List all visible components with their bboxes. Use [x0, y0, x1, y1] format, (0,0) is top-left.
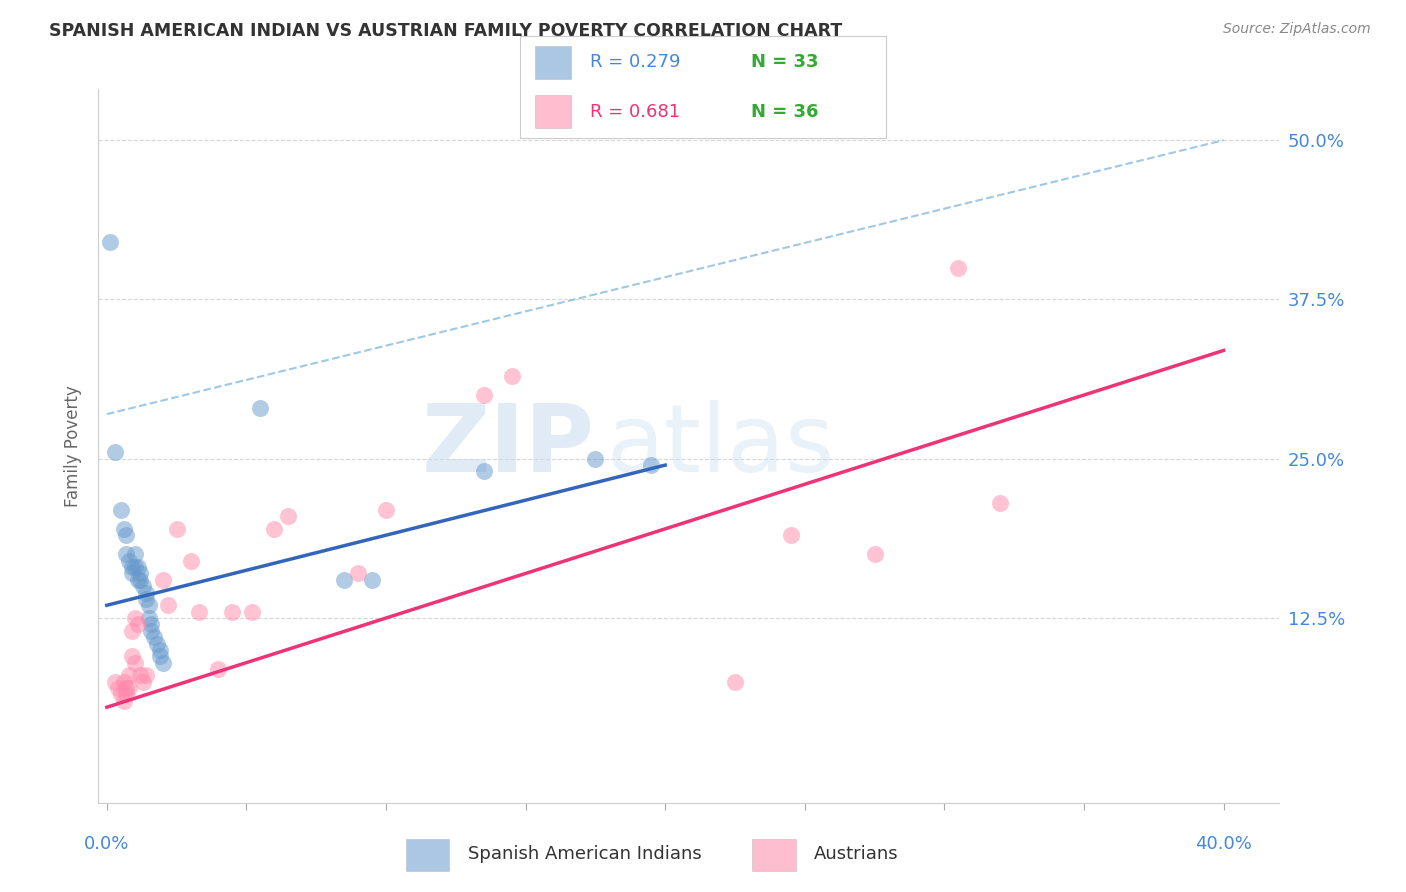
Point	[112, 674, 135, 689]
Point	[640, 458, 662, 472]
Point	[138, 611, 160, 625]
Point	[375, 502, 398, 516]
Point	[361, 573, 384, 587]
Point	[333, 573, 356, 587]
Point	[472, 388, 495, 402]
Point	[104, 674, 127, 689]
Point	[132, 674, 155, 689]
Point	[135, 668, 157, 682]
Point	[112, 694, 135, 708]
Text: atlas: atlas	[606, 400, 835, 492]
Point	[107, 681, 129, 695]
Point	[149, 643, 172, 657]
Point	[98, 235, 121, 249]
FancyBboxPatch shape	[406, 839, 450, 871]
Text: Austrians: Austrians	[814, 845, 898, 863]
Point	[121, 649, 143, 664]
FancyBboxPatch shape	[534, 46, 571, 78]
Point	[115, 688, 138, 702]
Point	[141, 617, 163, 632]
Point	[143, 630, 166, 644]
Point	[124, 547, 146, 561]
Text: SPANISH AMERICAN INDIAN VS AUSTRIAN FAMILY POVERTY CORRELATION CHART: SPANISH AMERICAN INDIAN VS AUSTRIAN FAMI…	[49, 22, 842, 40]
Point	[110, 502, 132, 516]
Text: R = 0.279: R = 0.279	[589, 54, 681, 71]
Point	[115, 528, 138, 542]
FancyBboxPatch shape	[534, 95, 571, 128]
Point	[121, 566, 143, 581]
Point	[129, 668, 152, 682]
Text: Source: ZipAtlas.com: Source: ZipAtlas.com	[1223, 22, 1371, 37]
Text: R = 0.681: R = 0.681	[589, 103, 681, 120]
Point	[115, 547, 138, 561]
Point	[249, 401, 271, 415]
Point	[347, 566, 370, 581]
Point	[118, 681, 141, 695]
Point	[724, 674, 747, 689]
Point	[135, 591, 157, 606]
Point	[124, 656, 146, 670]
Point	[152, 656, 174, 670]
Point	[472, 465, 495, 479]
Point	[948, 260, 970, 275]
Point	[132, 579, 155, 593]
Point	[863, 547, 886, 561]
Point	[110, 688, 132, 702]
Text: Spanish American Indians: Spanish American Indians	[468, 845, 702, 863]
Point	[127, 560, 149, 574]
Text: N = 33: N = 33	[751, 54, 818, 71]
Point	[779, 528, 801, 542]
Point	[121, 560, 143, 574]
Point	[988, 496, 1011, 510]
Point	[121, 624, 143, 638]
Point	[277, 509, 299, 524]
Point	[129, 573, 152, 587]
Point	[166, 522, 188, 536]
Point	[240, 605, 263, 619]
Point	[187, 605, 209, 619]
Point	[221, 605, 243, 619]
FancyBboxPatch shape	[752, 839, 796, 871]
Point	[141, 624, 163, 638]
Point	[124, 611, 146, 625]
Point	[207, 662, 229, 676]
Point	[129, 566, 152, 581]
Point	[115, 681, 138, 695]
Point	[149, 649, 172, 664]
Point	[146, 636, 169, 650]
Point	[118, 668, 141, 682]
Point	[127, 617, 149, 632]
Point	[180, 554, 202, 568]
Point	[263, 522, 285, 536]
Text: ZIP: ZIP	[422, 400, 595, 492]
Point	[138, 599, 160, 613]
Point	[112, 522, 135, 536]
Text: 40.0%: 40.0%	[1195, 835, 1253, 853]
Point	[104, 445, 127, 459]
Text: 0.0%: 0.0%	[84, 835, 129, 853]
Point	[118, 554, 141, 568]
Point	[127, 573, 149, 587]
Point	[501, 368, 523, 383]
Point	[135, 585, 157, 599]
Text: N = 36: N = 36	[751, 103, 818, 120]
Point	[124, 560, 146, 574]
Point	[152, 573, 174, 587]
Point	[583, 451, 606, 466]
Point	[157, 599, 180, 613]
Y-axis label: Family Poverty: Family Poverty	[65, 385, 83, 507]
